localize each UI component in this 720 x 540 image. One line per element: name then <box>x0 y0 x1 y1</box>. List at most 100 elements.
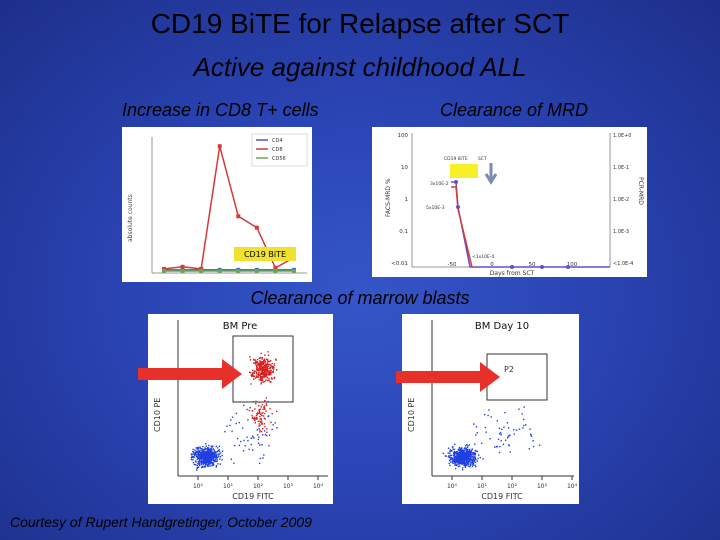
cell-dot <box>203 456 205 459</box>
mrd-bite-period <box>450 164 478 178</box>
cell-dot <box>463 464 465 467</box>
cell-dot <box>252 372 254 374</box>
cell-dot <box>216 447 219 449</box>
cell-dot <box>266 428 268 430</box>
cell-dot <box>270 366 272 368</box>
cell-dot <box>267 351 269 353</box>
cell-dot <box>266 365 268 368</box>
mrd-annotation-3: <1x10E-4 <box>472 254 494 260</box>
cell-dot <box>472 453 474 455</box>
cell-dot <box>265 367 267 370</box>
cell-dot <box>263 362 265 364</box>
cell-dot <box>457 455 459 457</box>
cell-dot <box>195 453 198 456</box>
cell-dot <box>485 431 487 433</box>
flow-x-tick: 10² <box>253 483 264 490</box>
cell-dot <box>190 458 193 461</box>
cell-dot <box>261 371 264 374</box>
cell-dot <box>460 449 462 451</box>
cell-dot <box>194 452 197 455</box>
cell-dot <box>501 428 503 431</box>
cell-dot <box>257 420 259 423</box>
cd8-point <box>199 266 204 271</box>
cell-dot <box>503 426 505 428</box>
cell-dot <box>207 456 209 459</box>
cell-dot <box>262 363 264 366</box>
cell-dot <box>211 457 213 459</box>
cell-dot <box>509 451 512 453</box>
cell-dot <box>202 445 204 448</box>
cell-dot <box>263 423 266 425</box>
cell-dot <box>241 427 244 429</box>
cell-dot <box>258 363 260 366</box>
cell-dot <box>442 452 445 455</box>
cell-dot <box>252 375 255 378</box>
cell-dot <box>194 460 197 462</box>
cell-dot <box>462 455 464 458</box>
cell-dot <box>522 427 524 429</box>
cell-dot <box>263 430 266 432</box>
cell-dot <box>449 452 451 455</box>
cell-dot <box>473 454 475 456</box>
cell-dot <box>212 456 215 458</box>
cell-dot <box>201 454 204 456</box>
cell-dot <box>473 452 475 454</box>
cell-dot <box>469 461 472 464</box>
cell-dot <box>196 467 198 470</box>
cell-dot <box>452 457 454 460</box>
cell-dot <box>205 456 207 458</box>
cell-dot <box>474 458 477 461</box>
cell-dot <box>242 450 245 452</box>
cell-dot <box>457 461 459 464</box>
cell-dot <box>272 371 274 373</box>
cell-dot <box>474 461 477 464</box>
cd8-point <box>254 225 259 230</box>
cell-dot <box>199 453 202 456</box>
cell-dot <box>450 456 453 459</box>
mrd-y-tick: 1 <box>405 197 409 203</box>
cell-dot <box>211 461 214 464</box>
cell-dot <box>256 413 259 416</box>
flow-x-tick: 10² <box>507 483 518 490</box>
cell-dot <box>461 463 463 465</box>
cell-dot <box>254 416 256 419</box>
cell-dot <box>269 360 272 362</box>
cell-dot <box>252 437 254 439</box>
cell-dot <box>525 424 527 426</box>
cell-dot <box>449 450 451 453</box>
cell-dot <box>209 448 212 451</box>
cell-dot <box>264 354 266 356</box>
cell-dot <box>269 408 271 410</box>
cell-dot <box>460 450 463 452</box>
cell-dot <box>202 466 204 468</box>
cell-dot <box>266 358 269 361</box>
cell-dot <box>263 417 266 419</box>
cell-dot <box>452 460 454 463</box>
cell-dot <box>269 370 271 372</box>
cell-dot <box>207 457 209 459</box>
cell-dot <box>251 417 254 419</box>
cell-dot <box>518 428 521 430</box>
cell-dot <box>212 463 214 465</box>
cell-dot <box>472 458 474 460</box>
cell-dot <box>248 448 250 451</box>
cell-dot <box>262 415 265 417</box>
cell-dot <box>470 450 473 452</box>
cell-dot <box>263 406 265 408</box>
cell-dot <box>253 358 255 361</box>
mrd-y-tick: 0.1 <box>399 229 408 235</box>
cell-dot <box>469 458 472 460</box>
mrd-y2-tick: 1.0E-3 <box>613 229 629 235</box>
legend-cd56: CD56 <box>272 156 286 162</box>
cell-dot <box>461 451 463 453</box>
cell-dot <box>210 458 212 461</box>
cell-dot <box>209 456 211 459</box>
cell-dot <box>217 463 219 465</box>
cell-dot <box>199 456 202 458</box>
cell-dot <box>251 414 253 417</box>
mrd-annotation-2: 5x10E-3 <box>426 205 445 211</box>
cell-dot <box>495 445 498 448</box>
cell-dot <box>454 443 456 446</box>
cell-dot <box>254 362 256 364</box>
cell-dot <box>219 456 222 458</box>
